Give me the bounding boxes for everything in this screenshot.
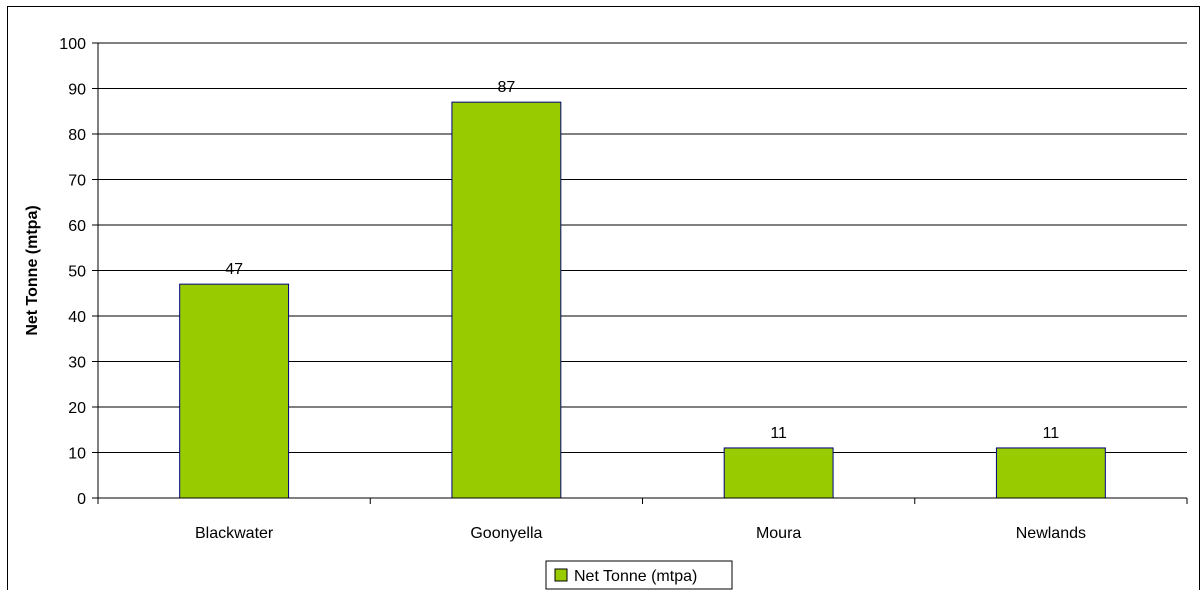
bars (179, 101, 1106, 499)
x-tick-label: Newlands (1016, 525, 1086, 542)
bar-moura (723, 447, 834, 499)
y-tick-label: 50 (68, 264, 86, 281)
data-labels: 47 87 11 11 (225, 79, 1059, 442)
axes (92, 42, 1188, 504)
legend: Net Tonne (mtpa) (545, 560, 733, 590)
y-axis-title: Net Tonne (mtpa) (24, 205, 41, 335)
data-label: 11 (770, 425, 787, 442)
y-tick-label: 30 (68, 355, 86, 372)
y-tick-label: 80 (68, 127, 86, 144)
x-tick-label: Goonyella (470, 525, 542, 542)
legend-box (545, 560, 733, 590)
y-tick-label: 70 (68, 173, 86, 190)
data-label: 11 (1043, 425, 1060, 442)
data-label: 47 (225, 261, 243, 278)
bar-goonyella (451, 101, 562, 499)
y-tick-label: 100 (59, 36, 86, 53)
y-tick-label: 10 (68, 446, 86, 463)
y-tick-label: 40 (68, 309, 86, 326)
x-tick-label: Blackwater (195, 525, 274, 542)
y-tick-label: 20 (68, 400, 86, 417)
bar-blackwater (179, 283, 290, 499)
legend-label: Net Tonne (mtpa) (574, 568, 697, 585)
bar-newlands (995, 447, 1106, 499)
legend-swatch (554, 568, 568, 582)
y-tick-label: 0 (77, 491, 86, 508)
x-tick-label: Moura (756, 525, 801, 542)
data-label: 87 (497, 79, 515, 96)
x-tick-labels: Blackwater Goonyella Moura Newlands (195, 525, 1086, 542)
y-tick-labels: 0 10 20 30 40 50 60 70 80 90 100 (59, 36, 86, 508)
y-tick-label: 90 (68, 82, 86, 99)
y-tick-label: 60 (68, 218, 86, 235)
